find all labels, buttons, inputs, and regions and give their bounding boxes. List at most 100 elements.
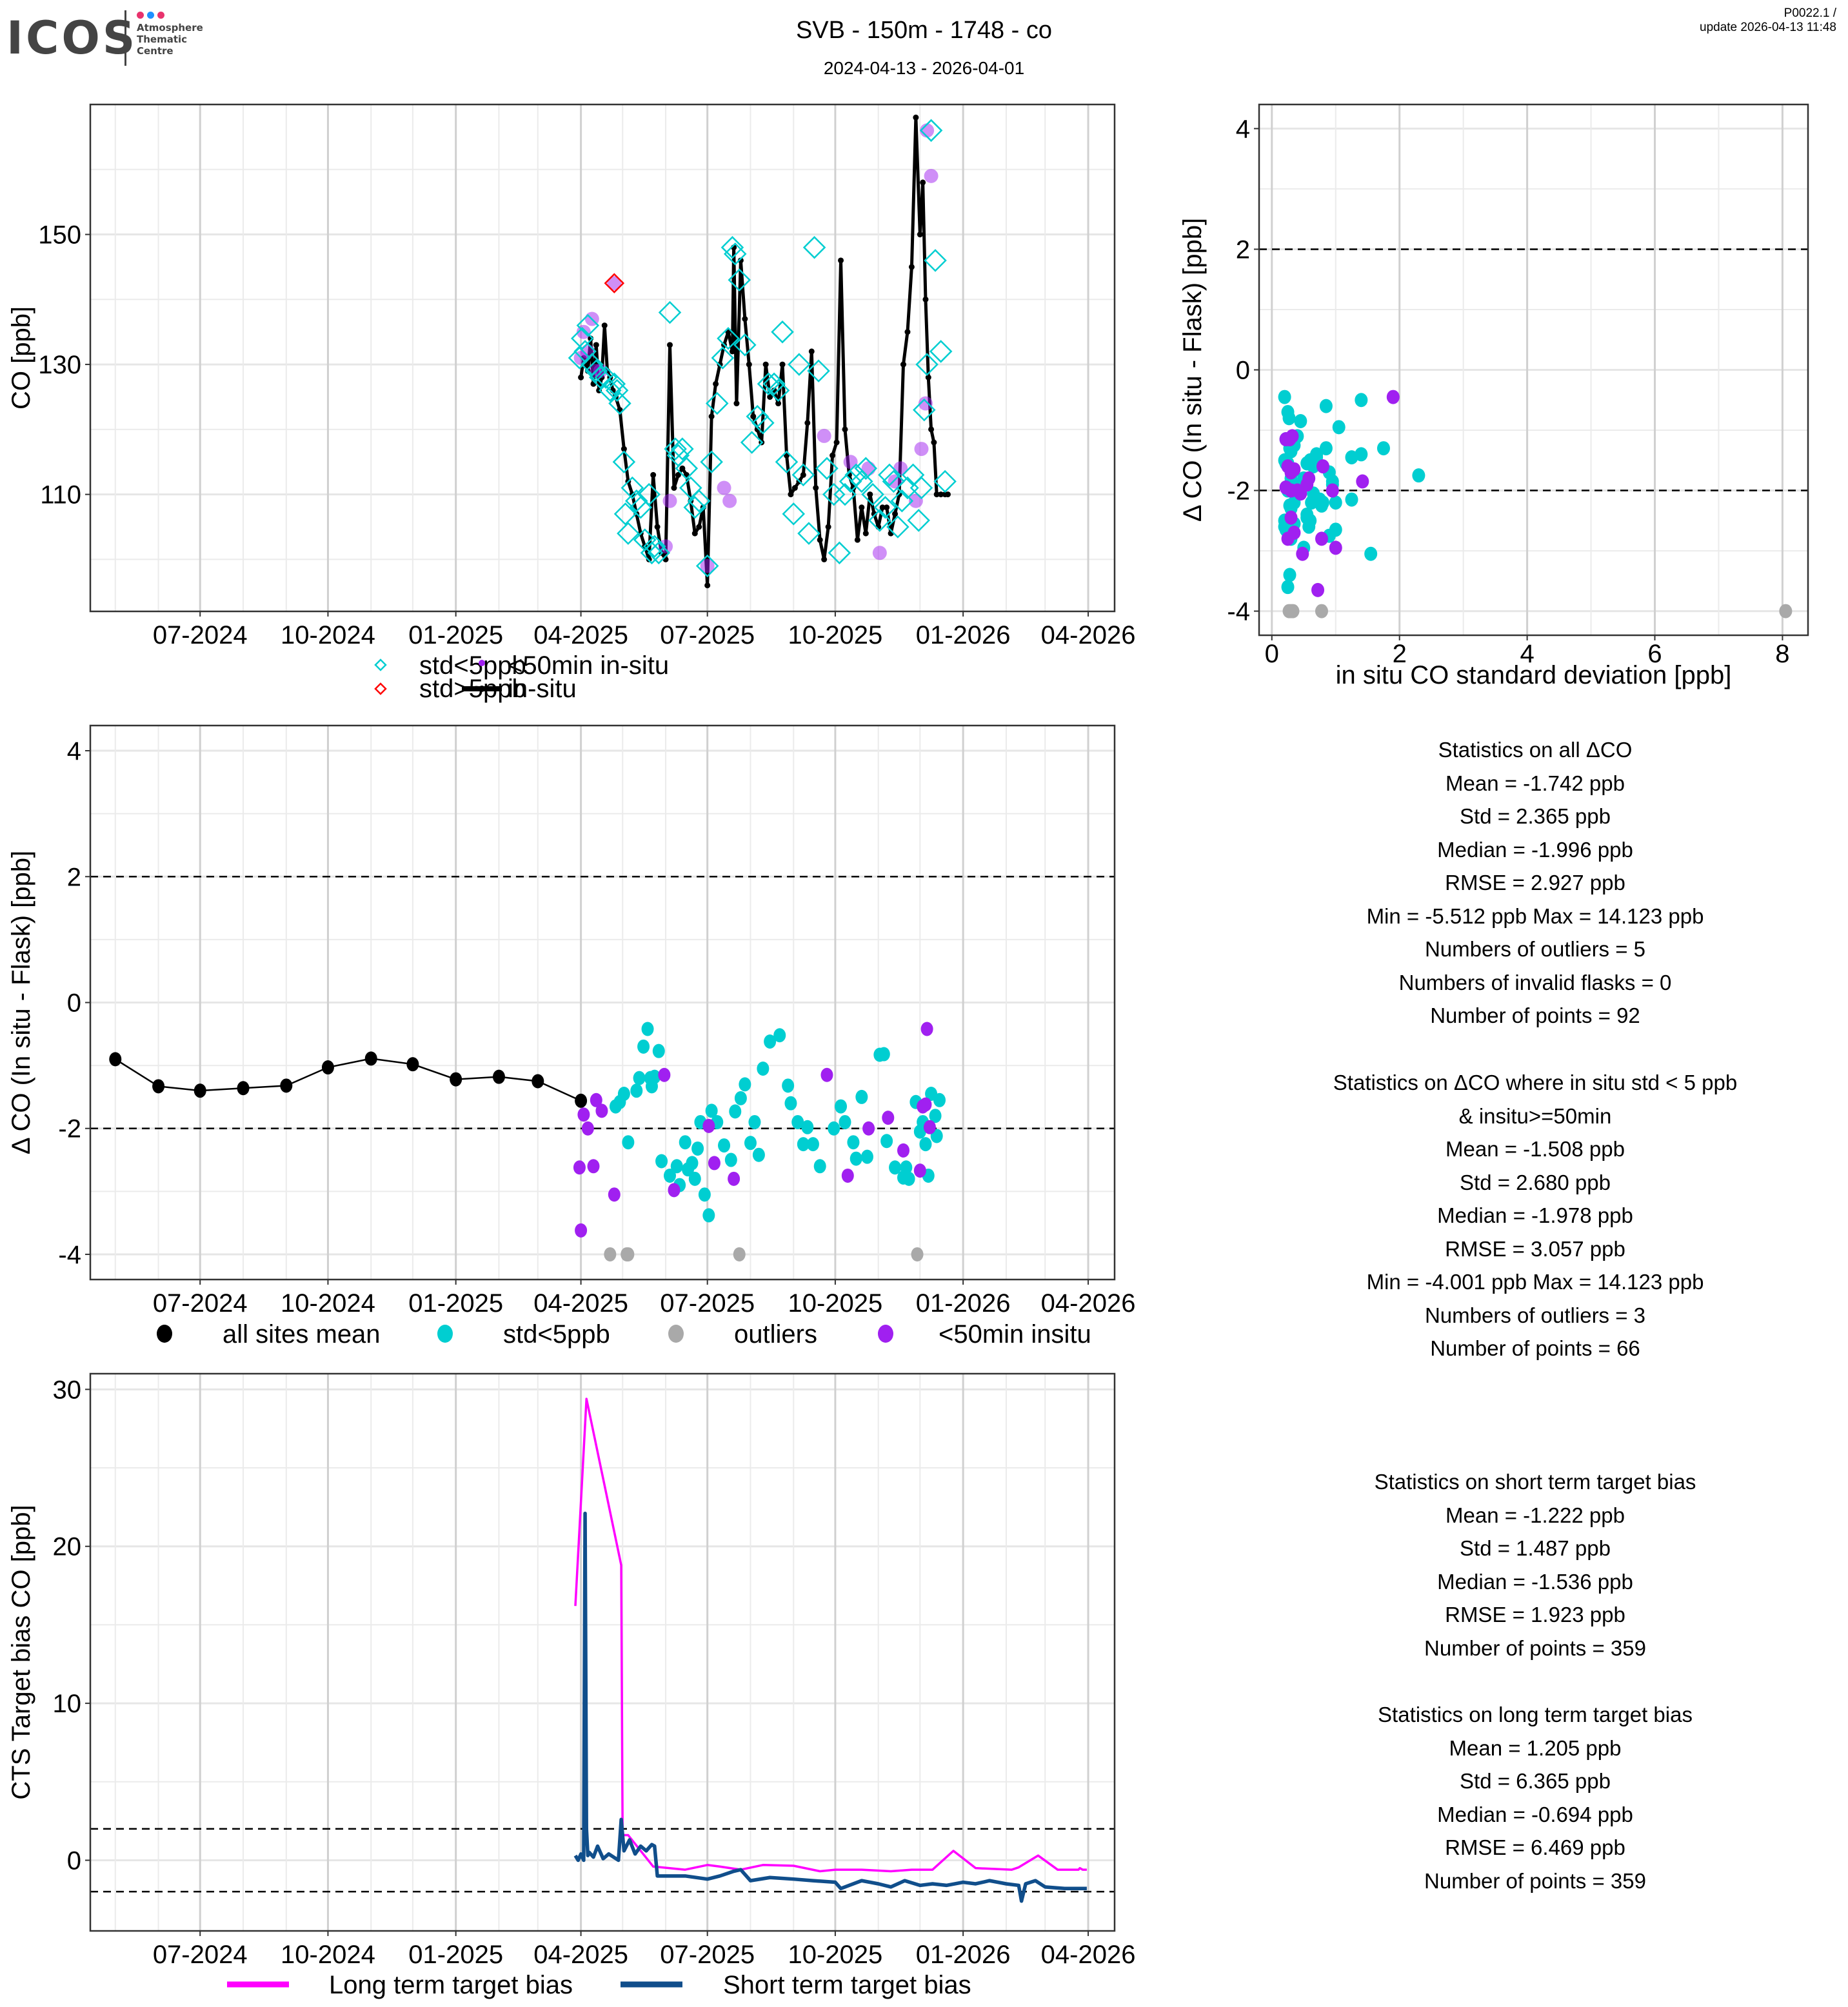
lt50min-point [888, 474, 902, 489]
scatter-point-std-5ppb [1315, 498, 1328, 513]
y-tick-label: 10 [53, 1690, 82, 1718]
point-std-5ppb [813, 1159, 826, 1174]
scatter-point--50min-insitu [1287, 526, 1301, 540]
legend-label: std<5ppb [503, 1320, 610, 1349]
scatter-point-std-5ppb [1302, 519, 1316, 534]
flask-std-lt5-marker [766, 379, 790, 402]
flask-std-lt5-marker [625, 489, 648, 513]
scatter-point-std-5ppb [1319, 441, 1333, 456]
long-term-bias-line [574, 1398, 1087, 1873]
stats-short-term-bias: Statistics on short term target bias Mea… [1251, 1465, 1819, 1665]
flask-std-lt5-marker [913, 398, 936, 422]
insitu-point [871, 511, 877, 517]
flask-std-lt5-marker [882, 470, 906, 493]
flask-std-lt5-marker [647, 541, 671, 565]
version-info: P0022.1 / update 2026-04-13 11:48 [1700, 6, 1836, 35]
plot-panel [90, 1374, 1115, 1931]
scatter-point-std-5ppb [1281, 580, 1295, 595]
insitu-point [825, 524, 831, 530]
stats-all-delta: Statistics on all ΔCO Mean = -1.742 ppb … [1251, 733, 1819, 1033]
logo-subtitle-line: Centre [137, 45, 174, 57]
flask-std-lt5-marker [771, 320, 794, 344]
scatter-point-std-5ppb [1282, 411, 1296, 426]
y-tick-label: 0 [1236, 357, 1250, 385]
scatter-point--50min-insitu [1356, 474, 1369, 489]
point-std-5ppb [919, 1137, 932, 1152]
flask-std-lt5-marker [762, 372, 786, 396]
point-std-5ppb [847, 1135, 860, 1150]
point-std-5ppb [849, 1151, 862, 1166]
logo-dot [147, 12, 154, 19]
lt50min-point [872, 546, 887, 560]
y-tick-label: 4 [1236, 115, 1250, 143]
point--50min-insitu [577, 1107, 590, 1122]
y-axis-label: Δ CO (In situ - Flask) [ppb] [1178, 218, 1207, 522]
logo-dots-icon [137, 10, 168, 22]
insitu-point [938, 491, 944, 498]
flask-std-lt5-marker [822, 482, 846, 506]
scatter-point--50min-insitu [1326, 483, 1339, 498]
point-std-5ppb [784, 1096, 797, 1111]
insitu-point [746, 361, 752, 368]
x-tick-label: 4 [1520, 640, 1534, 668]
flask-std-lt5-marker [568, 346, 591, 370]
y-tick-label: -4 [1227, 598, 1250, 626]
point-std-5ppb [744, 1136, 757, 1151]
insitu-point [733, 400, 740, 407]
flask-std-lt5-marker [671, 437, 694, 460]
legend-insitu-dot [479, 686, 485, 692]
version-label: P0022.1 / [1783, 6, 1836, 20]
stats-line: Mean = 1.205 ppb [1449, 1735, 1622, 1760]
legend-lt50min-icon [479, 660, 485, 666]
point--50min-insitu [923, 1120, 936, 1134]
point-std-5ppb [791, 1114, 804, 1129]
point-std-5ppb [855, 1089, 868, 1104]
stats-title: Statistics on short term target bias [1374, 1470, 1696, 1494]
insitu-point [679, 465, 686, 471]
flask-std-lt5-marker [589, 366, 612, 389]
x-tick-label: 07-2024 [153, 621, 248, 649]
lt50min-point [700, 559, 715, 573]
y-tick-label: -2 [58, 1115, 81, 1143]
insitu-point [931, 439, 937, 446]
point--50min-insitu [919, 1097, 932, 1112]
flask-std-lt5-marker [695, 554, 719, 578]
flask-std-lt5-marker [605, 379, 629, 402]
point-all-sites-mean [280, 1078, 293, 1093]
x-tick-label: 8 [1775, 640, 1789, 668]
co-timeseries-plot: 110 130 150 07-2024 10-2024 01-2025 04-2025 07-… [7, 103, 1135, 703]
logo-divider [124, 10, 126, 66]
x-tick-label: 07-2025 [660, 1289, 755, 1318]
insitu-point [675, 471, 681, 478]
scatter-point-std-5ppb [1332, 420, 1346, 435]
insitu-point [821, 556, 828, 562]
x-axis-label: in situ CO standard deviation [ppb] [1336, 661, 1732, 689]
point-std-5ppb [880, 1134, 893, 1149]
legend-label: outliers [734, 1320, 817, 1349]
flask-std-lt5-marker [807, 359, 830, 382]
flask-std-lt5-marker [602, 372, 626, 396]
flask-std-lt5-marker [687, 489, 711, 513]
flask-std-lt5-marker [775, 450, 799, 473]
point--50min-insitu [897, 1143, 909, 1158]
plot-border [89, 103, 1116, 613]
point-outliers [622, 1247, 635, 1261]
insitu-point [920, 179, 926, 186]
x-tick-label: 01-2025 [408, 1941, 503, 1969]
flask-std-lt5-marker [637, 482, 661, 506]
point-std-5ppb [902, 1171, 915, 1186]
update-timestamp: update 2026-04-13 11:48 [1700, 21, 1836, 34]
legend-std-lt5-icon [374, 658, 387, 671]
x-tick-label: 07-2025 [660, 621, 755, 649]
insitu-point [754, 426, 760, 433]
point-all-sites-mean [194, 1083, 206, 1098]
insitu-point [928, 426, 935, 433]
point-std-5ppb [641, 1022, 654, 1036]
insitu-point [742, 316, 748, 322]
flask-std-lt5-marker [924, 249, 947, 272]
logo-subtitle: Atmosphere Thematic Centre [137, 22, 203, 57]
insitu-point [578, 374, 584, 381]
flask-std-lt5-marker [658, 301, 682, 324]
insitu-point [854, 537, 860, 543]
